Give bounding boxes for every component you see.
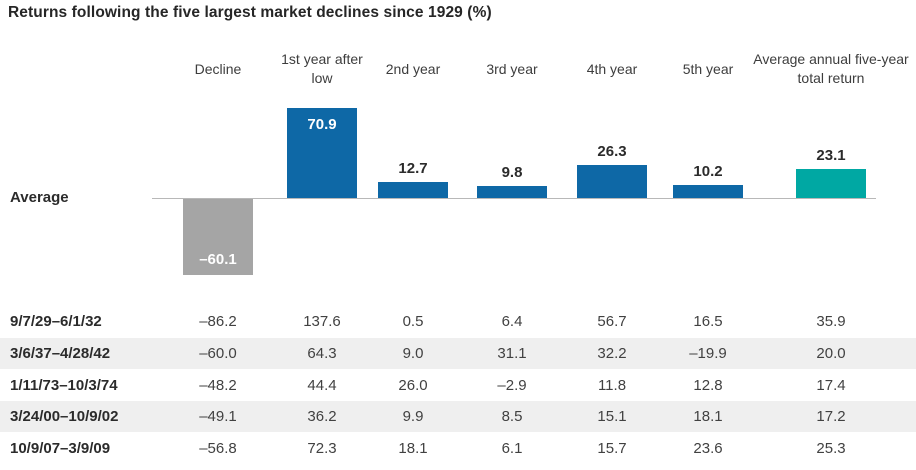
cell-10-9-07-3-9-09-decline: –56.8 [199, 440, 237, 457]
cell-1-11-73-10-3-74-decline: –48.2 [199, 377, 237, 394]
cell-3-24-00-10-9-02-decline: –49.1 [199, 408, 237, 425]
table-row-9-7-29-6-1-32: 9/7/29–6/1/32 –86.2 137.6 0.5 6.4 56.7 16.5 35.… [0, 306, 916, 337]
cell-10-9-07-3-9-09-4th-year: 15.7 [597, 440, 627, 457]
cell-1-11-73-10-3-74-4th-year: 11.8 [597, 377, 627, 394]
table-row-3-24-00-10-9-02: 3/24/00–10/9/02 –49.1 36.2 9.9 8.5 15.1 18.1 17… [0, 401, 916, 432]
bar-value-3rd-year: 9.8 [501, 164, 523, 181]
table-row-3-6-37-4-28-42: 3/6/37–4/28/42 –60.0 64.3 9.0 31.1 32.2 –19.9 2… [0, 338, 916, 369]
cell-3-24-00-10-9-02-3rd-year: 8.5 [501, 408, 523, 425]
column-header-3rd-year: 3rd year [486, 60, 538, 77]
cell-3-6-37-4-28-42-1st-year-after-low: 64.3 [307, 345, 337, 362]
cell-1-11-73-10-3-74-2nd-year: 26.0 [398, 377, 428, 394]
cell-3-24-00-10-9-02-average-annual-five-year-total-return: 17.2 [816, 408, 846, 425]
bar-average-annual-five-year-total-return [796, 169, 866, 198]
bar-3rd-year [477, 186, 547, 198]
cell-10-9-07-3-9-09-3rd-year: 6.1 [501, 440, 523, 457]
row-label: 3/24/00–10/9/02 [10, 408, 119, 425]
row-label: 10/9/07–3/9/09 [10, 440, 111, 457]
cell-10-9-07-3-9-09-2nd-year: 18.1 [398, 440, 428, 457]
cell-9-7-29-6-1-32-decline: –86.2 [199, 313, 237, 330]
cell-1-11-73-10-3-74-1st-year-after-low: 44.4 [307, 377, 337, 394]
table-row-1-11-73-10-3-74: 1/11/73–10/3/74 –48.2 44.4 26.0 –2.9 11.8 12.8… [0, 370, 916, 401]
column-header-1st-year-after-low: 1st year after low [281, 51, 363, 86]
cell-1-11-73-10-3-74-average-annual-five-year-total-return: 17.4 [816, 377, 846, 394]
bar-value-average-annual-five-year-total-return: 23.1 [816, 147, 846, 164]
row-label: 9/7/29–6/1/32 [10, 313, 102, 330]
column-header-2nd-year: 2nd year [385, 60, 441, 77]
column-header-decline: Decline [194, 60, 242, 77]
cell-9-7-29-6-1-32-2nd-year: 0.5 [402, 313, 424, 330]
cell-3-24-00-10-9-02-2nd-year: 9.9 [402, 408, 424, 425]
cell-1-11-73-10-3-74-3rd-year: –2.9 [497, 377, 527, 394]
average-row-label: Average [10, 189, 69, 206]
bar-1st-year-after-low [287, 108, 357, 198]
bar-value-4th-year: 26.3 [597, 143, 627, 160]
column-header-average-annual-five-year-total-return: Average annual five-year total return [753, 51, 909, 86]
cell-9-7-29-6-1-32-5th-year: 16.5 [693, 313, 723, 330]
cell-9-7-29-6-1-32-average-annual-five-year-total-return: 35.9 [816, 313, 846, 330]
column-header-5th-year: 5th year [682, 60, 734, 77]
bar-5th-year [673, 185, 743, 198]
cell-9-7-29-6-1-32-1st-year-after-low: 137.6 [303, 313, 341, 330]
cell-10-9-07-3-9-09-5th-year: 23.6 [693, 440, 723, 457]
bar-value-decline: –60.1 [199, 251, 237, 268]
table-row-10-9-07-3-9-09: 10/9/07–3/9/09 –56.8 72.3 18.1 6.1 15.7 23.6 25… [0, 433, 916, 464]
cell-9-7-29-6-1-32-4th-year: 56.7 [597, 313, 627, 330]
cell-1-11-73-10-3-74-5th-year: 12.8 [693, 377, 723, 394]
cell-3-24-00-10-9-02-4th-year: 15.1 [597, 408, 627, 425]
bar-value-5th-year: 10.2 [693, 163, 723, 180]
axis-line [152, 198, 876, 199]
cell-3-6-37-4-28-42-average-annual-five-year-total-return: 20.0 [816, 345, 846, 362]
bar-value-2nd-year: 12.7 [398, 160, 428, 177]
cell-10-9-07-3-9-09-average-annual-five-year-total-return: 25.3 [816, 440, 846, 457]
bar-decline [183, 199, 253, 275]
cell-3-6-37-4-28-42-5th-year: –19.9 [689, 345, 727, 362]
row-label: 1/11/73–10/3/74 [10, 377, 118, 394]
cell-3-6-37-4-28-42-3rd-year: 31.1 [497, 345, 527, 362]
cell-3-24-00-10-9-02-5th-year: 18.1 [693, 408, 723, 425]
bar-value-1st-year-after-low: 70.9 [307, 116, 337, 133]
row-label: 3/6/37–4/28/42 [10, 345, 111, 362]
cell-3-6-37-4-28-42-4th-year: 32.2 [597, 345, 627, 362]
column-header-4th-year: 4th year [586, 60, 638, 77]
bar-2nd-year [378, 182, 448, 198]
cell-3-24-00-10-9-02-1st-year-after-low: 36.2 [307, 408, 337, 425]
cell-3-6-37-4-28-42-decline: –60.0 [199, 345, 237, 362]
cell-10-9-07-3-9-09-1st-year-after-low: 72.3 [307, 440, 337, 457]
cell-9-7-29-6-1-32-3rd-year: 6.4 [501, 313, 523, 330]
cell-3-6-37-4-28-42-2nd-year: 9.0 [402, 345, 424, 362]
chart-title: Returns following the five largest marke… [8, 4, 492, 21]
bar-4th-year [577, 165, 647, 198]
